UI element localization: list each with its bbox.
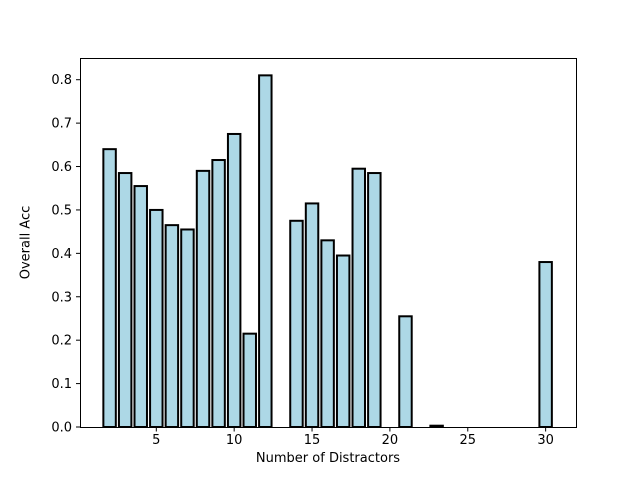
y-tick-label: 0.5 <box>51 203 72 218</box>
bar <box>242 332 257 428</box>
bar <box>320 239 335 428</box>
bar <box>117 172 133 428</box>
y-tick-label: 0.0 <box>51 421 72 436</box>
x-tick-label: 30 <box>537 433 554 448</box>
plot-spines <box>80 58 577 428</box>
y-tick-label: 0.2 <box>51 334 72 349</box>
y-tick-label: 0.7 <box>51 117 72 132</box>
y-axis-label-container: Overall Acc <box>0 58 52 427</box>
y-axis-label: Overall Acc <box>18 205 34 280</box>
x-tick-label: 25 <box>459 433 476 448</box>
x-tick-label: 20 <box>382 433 399 448</box>
bar <box>304 202 320 428</box>
y-tick-label: 0.3 <box>51 290 72 305</box>
bar <box>195 169 211 428</box>
x-tick-label: 5 <box>152 433 160 448</box>
bar <box>180 228 195 428</box>
bar <box>149 208 164 428</box>
bar <box>258 74 273 429</box>
y-tick-label: 0.1 <box>51 377 72 392</box>
bar <box>367 172 382 428</box>
bar <box>102 148 117 428</box>
bar <box>164 224 180 428</box>
x-tick-label: 15 <box>304 433 321 448</box>
bar <box>226 132 242 428</box>
bar <box>335 254 351 428</box>
bar <box>398 315 413 428</box>
x-tick-label: 10 <box>226 433 243 448</box>
bar <box>289 219 304 428</box>
y-tick-label: 0.8 <box>51 73 72 88</box>
y-tick-label: 0.6 <box>51 160 72 175</box>
x-axis-label: Number of Distractors <box>255 451 401 466</box>
bar <box>133 185 148 428</box>
bar <box>538 261 553 429</box>
bar <box>211 159 226 429</box>
bar <box>429 424 444 429</box>
bar <box>351 167 366 428</box>
y-tick-label: 0.4 <box>51 247 72 262</box>
